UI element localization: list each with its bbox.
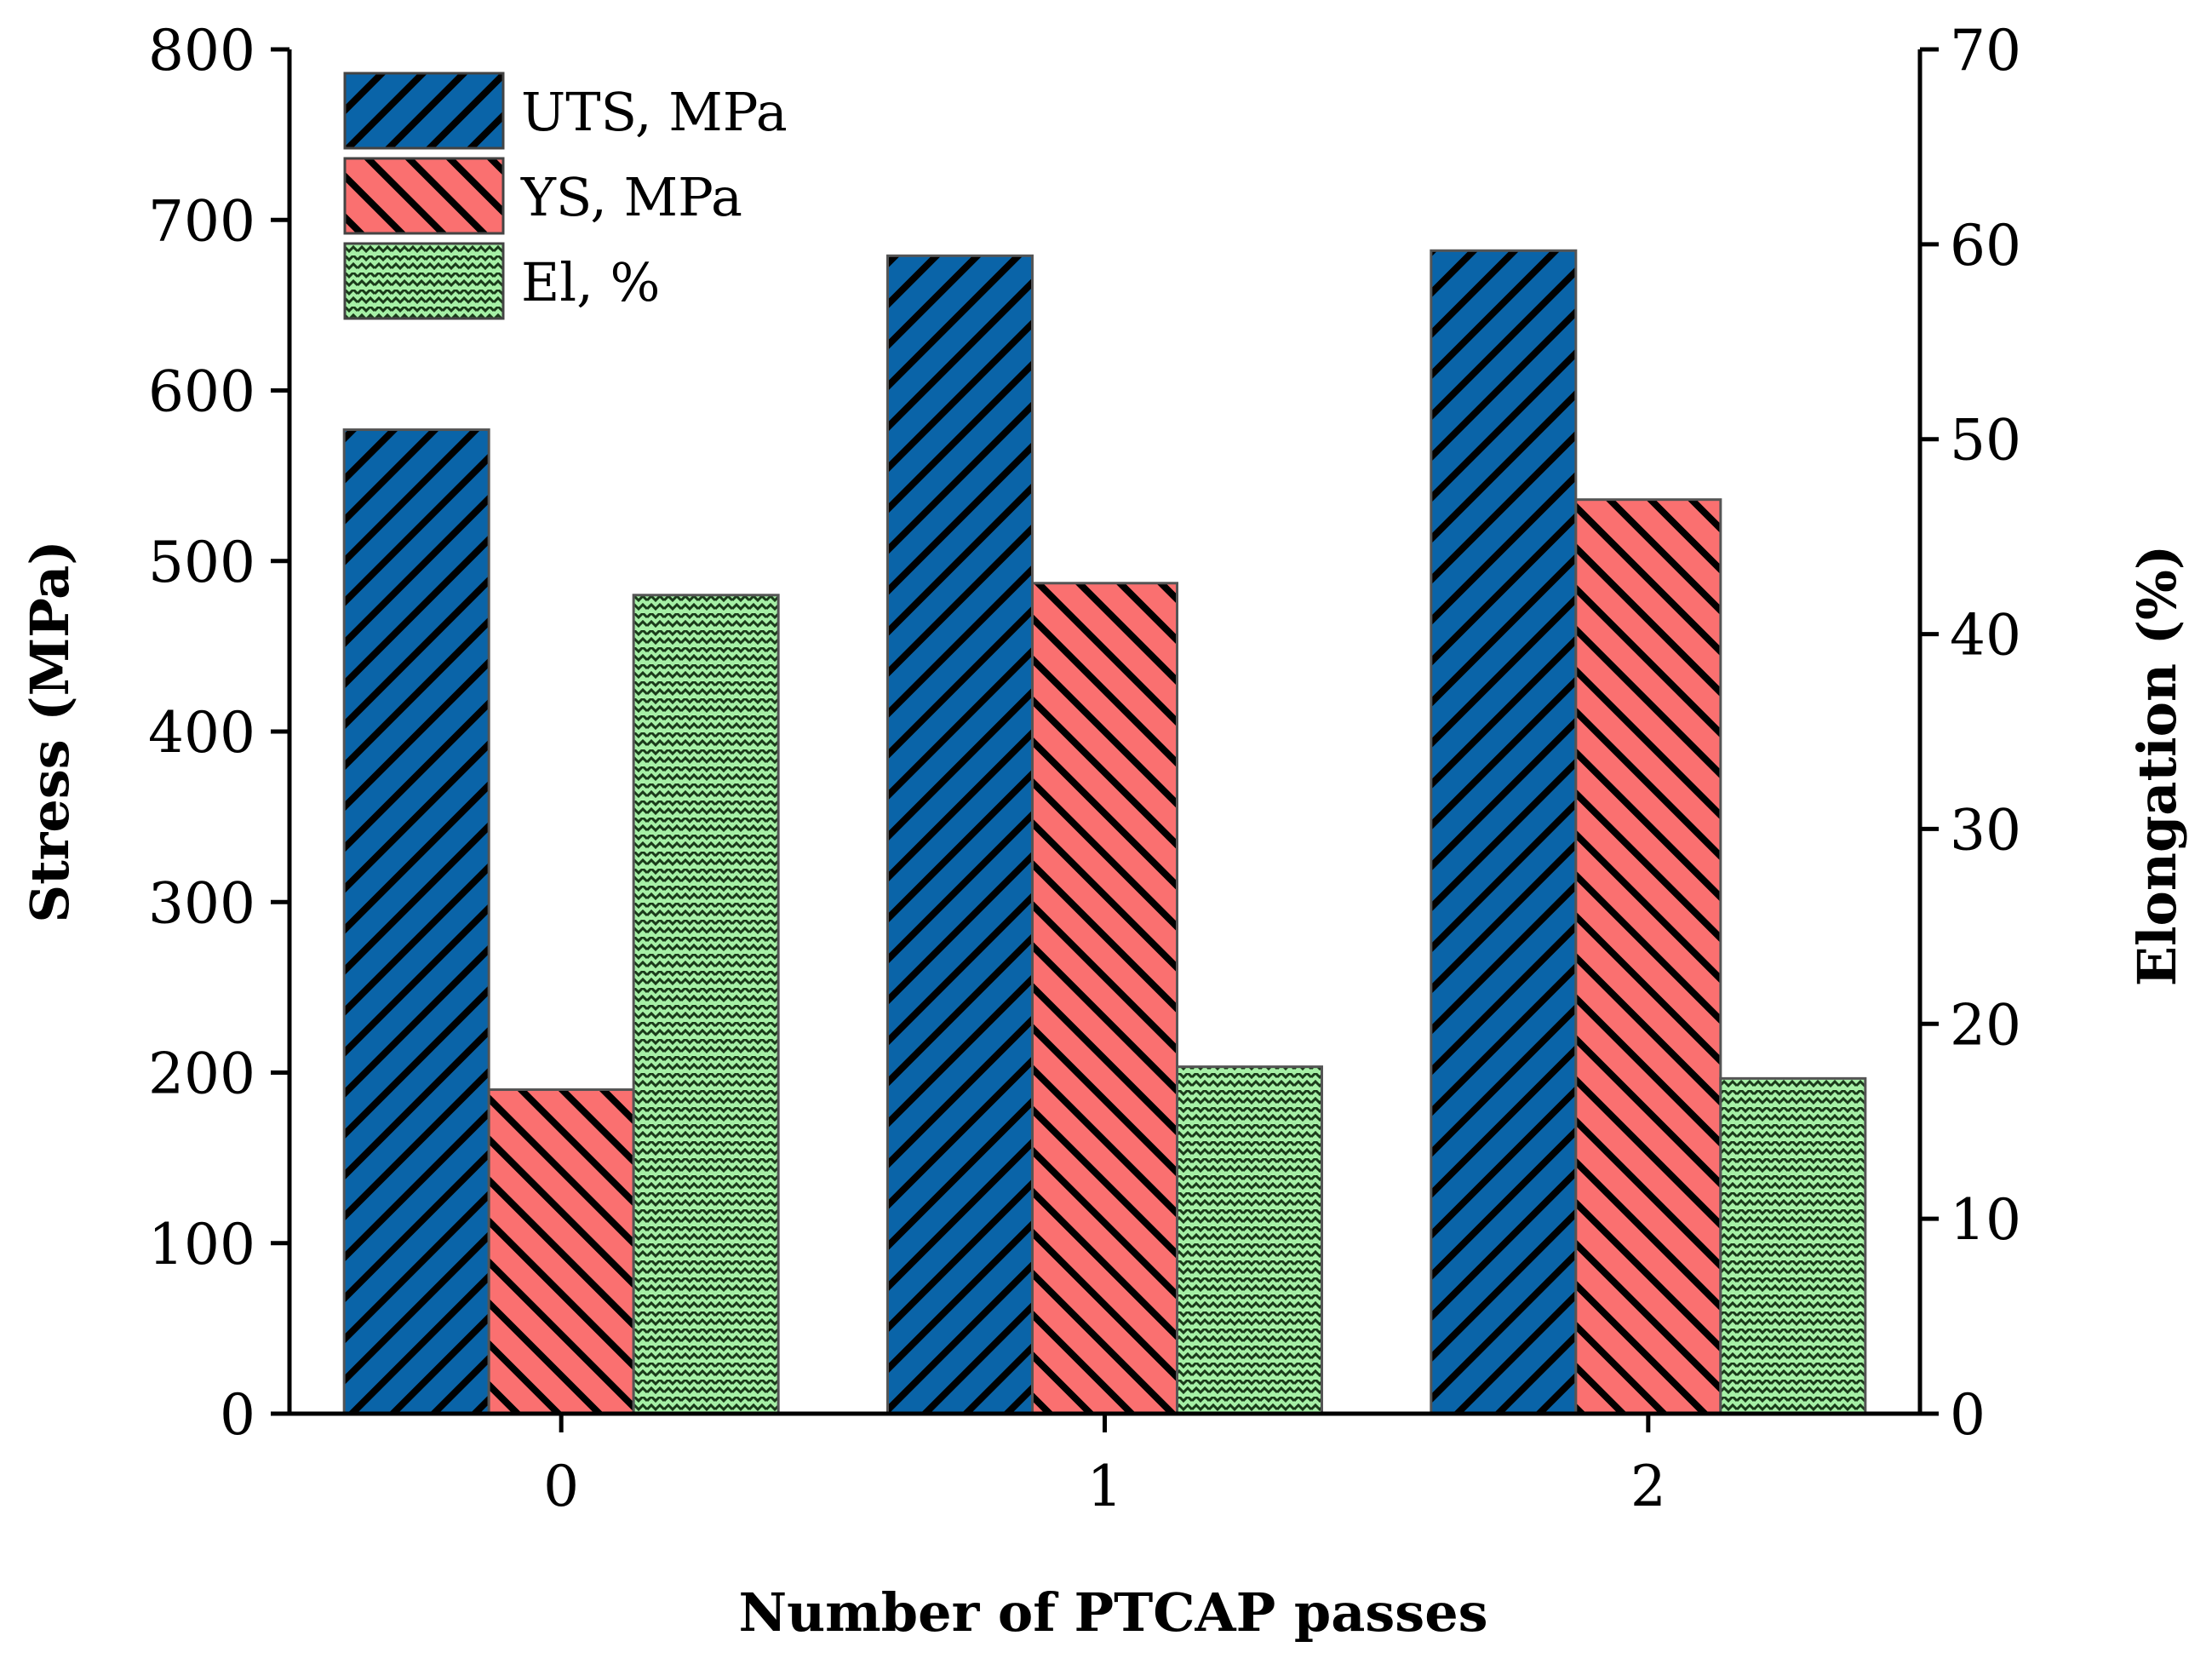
y2-tick-label: 20 bbox=[1950, 992, 2021, 1058]
legend-swatch-uts bbox=[343, 72, 505, 150]
y-tick-label: 800 bbox=[148, 18, 255, 83]
bar-el-0 bbox=[632, 594, 780, 1415]
y-tick-label: 200 bbox=[148, 1042, 255, 1107]
x-tick-label: 1 bbox=[1087, 1454, 1123, 1519]
bar-ys-1 bbox=[1031, 582, 1178, 1415]
y-tick-label: 0 bbox=[220, 1382, 255, 1448]
y2-tick-label: 60 bbox=[1950, 213, 2021, 278]
y-tick-label: 300 bbox=[148, 870, 255, 936]
y2-tick-label: 40 bbox=[1950, 603, 2021, 669]
legend-swatch-el bbox=[343, 242, 505, 320]
x-tick-label: 0 bbox=[543, 1454, 579, 1519]
legend-label-ys: YS, MPa bbox=[520, 166, 742, 228]
legend-label-el: El, % bbox=[521, 251, 660, 313]
bar-uts-2 bbox=[1430, 249, 1578, 1415]
y-tick-label: 100 bbox=[148, 1212, 255, 1277]
bar-ys-0 bbox=[487, 1088, 635, 1415]
y-axis-title: Stress (MPa) bbox=[19, 540, 81, 922]
y2-tick-label: 30 bbox=[1950, 797, 2021, 863]
y2-tick-label: 70 bbox=[1950, 18, 2021, 83]
bar-el-1 bbox=[1176, 1065, 1323, 1415]
y2-tick-label: 50 bbox=[1950, 408, 2021, 473]
y-tick-label: 500 bbox=[148, 530, 255, 595]
legend-label-uts: UTS, MPa bbox=[521, 81, 788, 143]
y-tick-label: 700 bbox=[148, 188, 255, 254]
y-tick-label: 400 bbox=[148, 700, 255, 766]
bar-uts-1 bbox=[886, 254, 1034, 1415]
y2-axis-title: Elongation (%) bbox=[2126, 545, 2188, 987]
bar-uts-0 bbox=[342, 428, 490, 1415]
y-tick-label: 600 bbox=[148, 359, 255, 425]
y2-tick-label: 0 bbox=[1950, 1382, 1986, 1448]
x-tick-label: 2 bbox=[1630, 1454, 1666, 1519]
ticks-layer: 0100200300400500600700800010203040506070… bbox=[148, 18, 2021, 1519]
legend-swatch-ys bbox=[343, 157, 505, 235]
legend: UTS, MPa YS, MPa El, % bbox=[343, 72, 788, 320]
y2-tick-label: 10 bbox=[1950, 1187, 2021, 1253]
bar-ys-2 bbox=[1574, 498, 1722, 1415]
bar-el-2 bbox=[1719, 1076, 1867, 1415]
bars-layer bbox=[342, 249, 1867, 1415]
x-axis-title: Number of PTCAP passes bbox=[738, 1581, 1487, 1644]
